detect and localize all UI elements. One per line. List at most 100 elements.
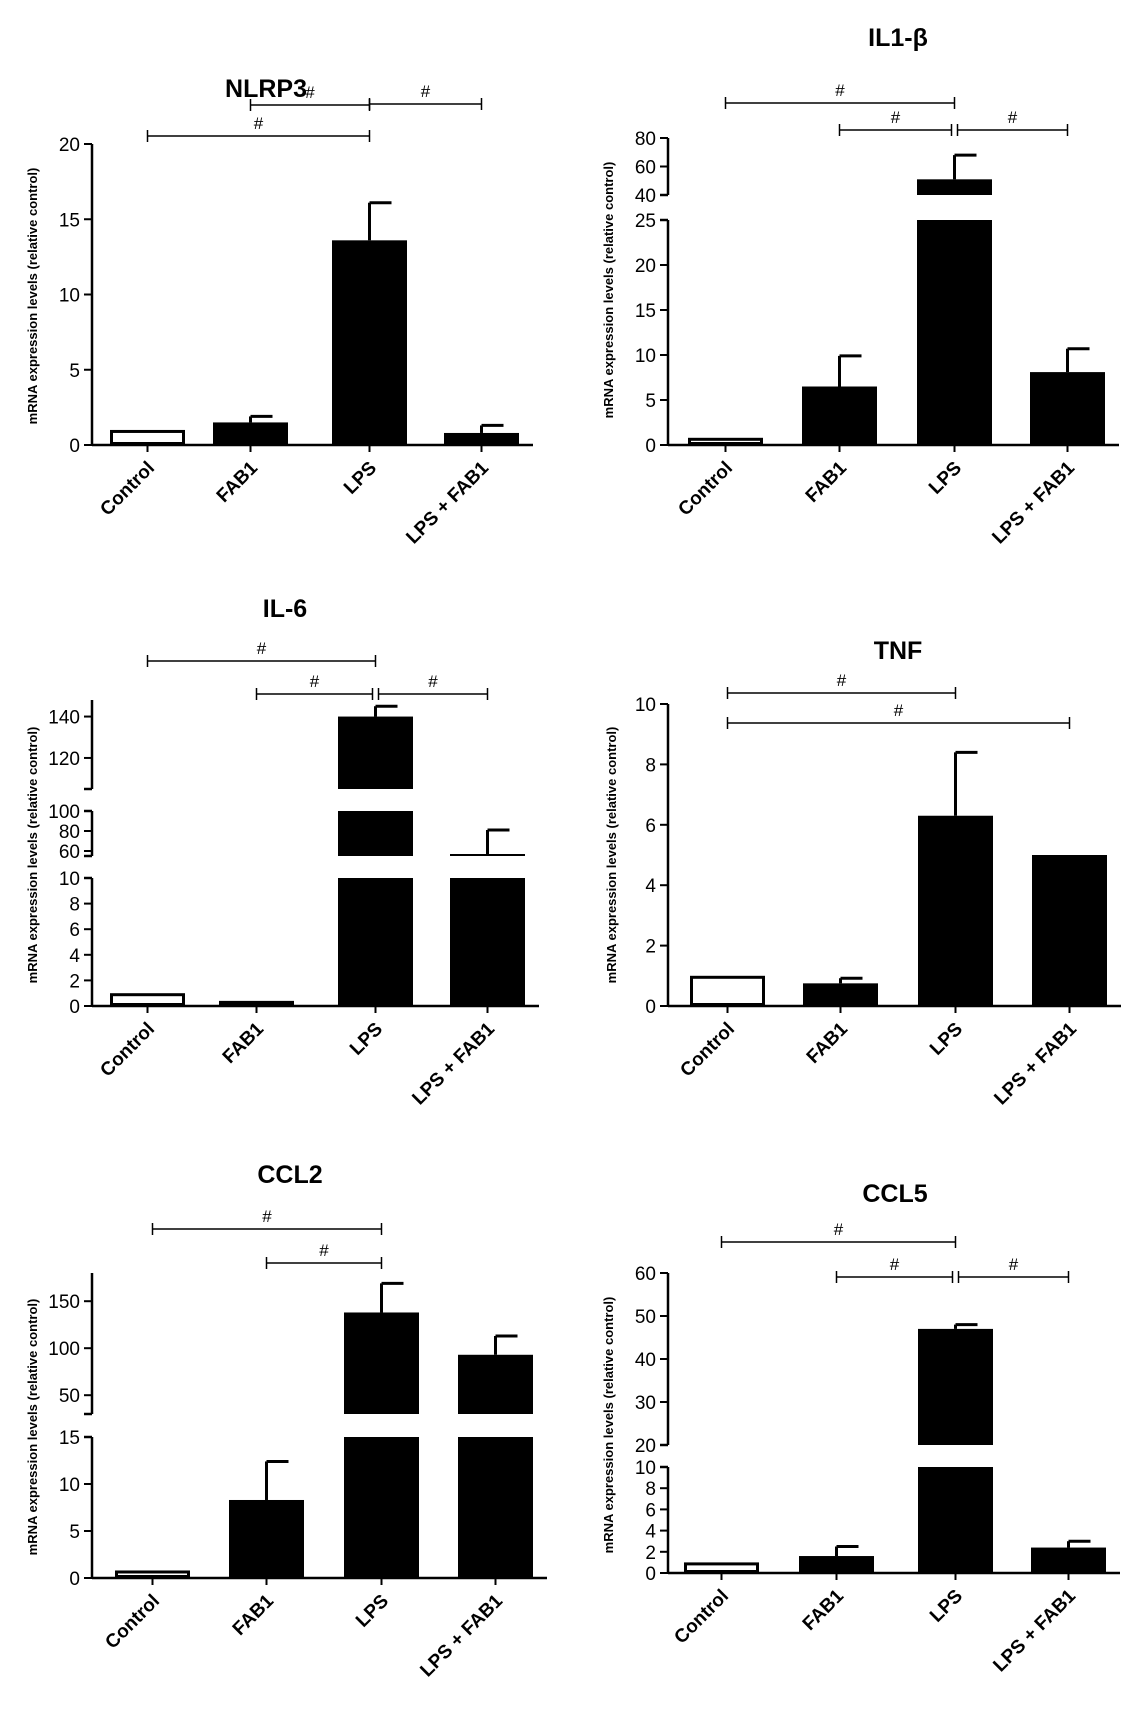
y-axis-label: mRNA expression levels (relative control…: [604, 727, 619, 984]
y-tick-label: 8: [69, 895, 80, 916]
significance-label: #: [834, 1220, 844, 1239]
y-tick-label: 80: [59, 822, 80, 843]
x-tick-label: LPS + FAB1: [402, 457, 493, 548]
bar-fab1: [219, 1000, 294, 1006]
chart-panel-5: CCL5 mRNA expression levels (relative con…: [601, 1180, 1120, 1676]
y-tick-label: 10: [635, 346, 656, 367]
bar-lps: [918, 815, 993, 1006]
y-tick-label: 4: [645, 876, 656, 897]
bar-control: [115, 1570, 190, 1578]
significance-label: #: [837, 671, 847, 690]
bar-lps-fab1: [450, 854, 525, 856]
y-tick-label: 0: [645, 436, 656, 457]
bar-lps: [918, 1328, 993, 1445]
y-axis-label: mRNA expression levels (relative control…: [601, 162, 616, 419]
y-tick-label: 140: [48, 708, 80, 729]
x-tick-label: LPS: [926, 1586, 967, 1627]
significance-label: #: [1008, 108, 1018, 127]
chart-panel-3: TNF mRNA expression levels (relative cont…: [604, 637, 1121, 1109]
y-tick-label: 10: [59, 1475, 80, 1496]
y-tick-label: 8: [645, 755, 656, 776]
bar-fab1: [799, 1556, 874, 1573]
y-tick-label: 4: [645, 1522, 656, 1543]
x-tick-label: FAB1: [229, 1590, 278, 1639]
y-tick-label: 5: [69, 1522, 80, 1543]
bar-control: [684, 1562, 759, 1574]
y-axis-label: mRNA expression levels (relative control…: [25, 168, 40, 425]
y-tick-label: 20: [635, 1436, 656, 1457]
y-tick-label: 60: [59, 842, 80, 863]
chart-title: IL-6: [263, 595, 307, 623]
chart-panel-2: IL-6 mRNA expression levels (relative con…: [25, 595, 539, 1109]
significance-label: #: [894, 701, 904, 720]
bar-fab1: [803, 983, 878, 1006]
bar-control: [690, 975, 765, 1006]
significance-label: #: [428, 672, 438, 691]
x-tick-label: LPS: [340, 458, 381, 499]
x-tick-label: FAB1: [803, 1018, 852, 1067]
significance-label: #: [319, 1241, 329, 1260]
x-tick-label: LPS + FAB1: [416, 1590, 507, 1681]
y-tick-label: 20: [635, 256, 656, 277]
y-tick-label: 150: [48, 1292, 80, 1313]
bar-fab1: [229, 1499, 304, 1578]
chart-title: NLRP3: [225, 75, 307, 103]
y-tick-label: 6: [645, 1500, 656, 1521]
bar-lps: [344, 1437, 419, 1578]
y-tick-label: 5: [645, 391, 656, 412]
significance-label: #: [835, 81, 845, 100]
bar-lps-fab1: [458, 1354, 533, 1414]
x-tick-label: FAB1: [219, 1018, 268, 1067]
y-tick-label: 2: [69, 971, 80, 992]
chart-panel-0: NLRP3 mRNA expression levels (relative co…: [25, 75, 533, 548]
x-tick-label: Control: [674, 458, 737, 521]
x-tick-label: Control: [101, 1591, 164, 1654]
bar-lps-fab1: [444, 432, 519, 445]
y-tick-label: 6: [69, 920, 80, 941]
significance-label: #: [891, 108, 901, 127]
significance-label: #: [305, 83, 315, 102]
y-axis-label: mRNA expression levels (relative control…: [25, 727, 40, 984]
y-tick-label: 40: [635, 1350, 656, 1371]
bar-fab1: [213, 422, 288, 445]
y-tick-label: 10: [59, 286, 80, 307]
bar-lps-fab1: [450, 878, 525, 1006]
chart-title: CCL5: [862, 1180, 927, 1208]
chart-panel-1: IL1-β mRNA expression levels (relative co…: [601, 24, 1119, 548]
y-tick-label: 40: [635, 186, 656, 207]
y-tick-label: 10: [59, 869, 80, 890]
y-tick-label: 20: [59, 135, 80, 156]
x-tick-label: LPS + FAB1: [408, 1018, 499, 1109]
x-tick-label: LPS: [926, 1019, 967, 1060]
y-tick-label: 50: [59, 1386, 80, 1407]
y-tick-label: 0: [69, 1569, 80, 1590]
y-tick-label: 100: [48, 1339, 80, 1360]
y-axis-label: mRNA expression levels (relative control…: [25, 1299, 40, 1556]
y-tick-label: 50: [635, 1307, 656, 1328]
y-axis-label: mRNA expression levels (relative control…: [601, 1297, 616, 1554]
bar-lps: [338, 716, 413, 789]
y-tick-label: 4: [69, 946, 80, 967]
y-tick-label: 8: [645, 1479, 656, 1500]
bar-fab1: [802, 386, 877, 445]
x-tick-label: LPS + FAB1: [989, 1585, 1080, 1676]
x-tick-label: Control: [670, 1586, 733, 1649]
bar-control: [688, 437, 763, 445]
x-tick-label: LPS: [352, 1591, 393, 1632]
bar-lps: [338, 878, 413, 1006]
x-tick-label: LPS: [925, 458, 966, 499]
y-tick-label: 15: [635, 301, 656, 322]
significance-label: #: [254, 114, 264, 133]
significance-label: #: [257, 639, 267, 658]
chart-title: CCL2: [257, 1161, 322, 1189]
bar-lps-fab1: [458, 1437, 533, 1578]
x-tick-label: Control: [96, 458, 159, 521]
bar-lps-fab1: [1030, 372, 1105, 445]
bar-lps: [344, 1312, 419, 1414]
chart-title: TNF: [874, 637, 923, 665]
y-tick-label: 6: [645, 816, 656, 837]
y-tick-label: 15: [59, 1428, 80, 1449]
x-tick-label: LPS: [346, 1019, 387, 1060]
y-tick-label: 0: [69, 997, 80, 1018]
chart-panel-4: CCL2 mRNA expression levels (relative con…: [25, 1161, 547, 1681]
